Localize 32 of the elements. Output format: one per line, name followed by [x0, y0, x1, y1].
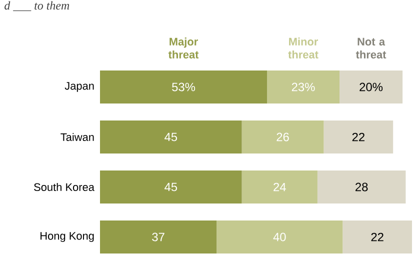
- bar: [242, 120, 324, 154]
- bar: [324, 120, 394, 154]
- bar: [340, 70, 403, 104]
- chart-subtitle: d ___ to them: [4, 1, 70, 12]
- bar: [100, 120, 242, 154]
- bar: [100, 170, 242, 204]
- series-label: Minor threat: [288, 37, 318, 58]
- data-label: 26: [276, 132, 289, 142]
- y-tick-label: South Korea: [34, 182, 94, 192]
- data-label: 23%: [292, 82, 315, 92]
- data-label: 24: [274, 182, 286, 192]
- series-label: Not a threat: [356, 38, 386, 58]
- y-tick-label: Taiwan: [60, 132, 94, 142]
- bar: [342, 220, 412, 254]
- bar: [100, 70, 268, 104]
- data-label: 45: [164, 182, 178, 192]
- data-label: 45: [164, 132, 178, 142]
- y-tick-label: Japan: [64, 82, 94, 92]
- data-label: 20%: [360, 82, 383, 92]
- data-label: 53%: [172, 82, 196, 92]
- data-label: 22: [371, 232, 384, 242]
- bar: [242, 170, 318, 204]
- series-label: Major threat: [168, 37, 199, 58]
- data-label: 37: [152, 232, 164, 242]
- bar: [100, 220, 217, 254]
- bar: [267, 70, 340, 104]
- y-tick-label: Hong Kong: [40, 232, 94, 242]
- data-label: 22: [352, 132, 364, 142]
- data-label: 40: [273, 232, 286, 242]
- data-label: 28: [356, 182, 368, 192]
- bar: [216, 220, 343, 254]
- bar: [317, 170, 406, 204]
